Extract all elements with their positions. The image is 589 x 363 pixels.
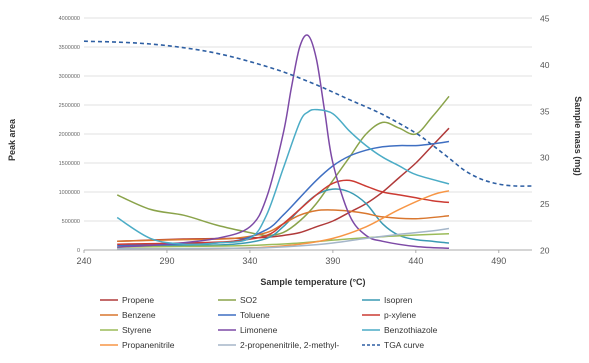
legend-label: Benzene (122, 310, 156, 320)
legend-label: Benzothiazole (384, 325, 438, 335)
y-tick-label: 500000 (62, 219, 80, 225)
legend-label: SO2 (240, 295, 257, 305)
legend-label: TGA curve (384, 340, 424, 350)
y-tick-label: 2500000 (59, 103, 80, 109)
y-tick-label: 3000000 (59, 74, 80, 80)
legend-label: Propanenitrile (122, 340, 175, 350)
y2-tick-label: 40 (540, 60, 550, 70)
legend-label: p-xylene (384, 310, 416, 320)
x-tick-label: 240 (76, 256, 91, 266)
series-line-benzene (117, 209, 450, 243)
x-axis-title: Sample temperature (°C) (260, 277, 365, 287)
series-line-so2 (116, 95, 450, 237)
y2-tick-label: 30 (540, 153, 550, 163)
y2-axis-title: Sample mass (mg) (573, 96, 583, 176)
x-tick-label: 490 (491, 256, 506, 266)
grid-layer (84, 17, 532, 251)
series-line-2-propenenitrile-2-methyl (117, 227, 450, 250)
series-line-benzothiazole (116, 108, 450, 246)
legend-label: Limonene (240, 325, 278, 335)
legend-label: Toluene (240, 310, 270, 320)
series-layer (83, 34, 533, 250)
legend-label: 2-propenenitrile, 2-methyl- (240, 340, 339, 350)
x-tick-label: 290 (159, 256, 174, 266)
series-line-isopren (117, 188, 450, 248)
legend-label: Styrene (122, 325, 152, 335)
y2-tick-label: 35 (540, 106, 550, 116)
x-tick-label: 440 (408, 256, 423, 266)
y2-tick-label: 25 (540, 199, 550, 209)
x-tick-label: 340 (242, 256, 257, 266)
y-tick-label: 3500000 (59, 45, 80, 51)
legend-label: Isopren (384, 295, 413, 305)
y-tick-label: 4000000 (59, 16, 80, 22)
legend-label: Propene (122, 295, 154, 305)
y-tick-label: 1500000 (59, 161, 80, 167)
axes-layer: 0 500000 1000000 1500000 2000000 2500000 30000… (59, 14, 550, 267)
y-tick-label: 1000000 (59, 190, 80, 196)
y-axis-title: Peak area (7, 118, 17, 161)
y-tick-label: 0 (77, 248, 80, 254)
x-tick-label: 390 (325, 256, 340, 266)
y2-tick-label: 20 (540, 246, 550, 256)
y2-tick-label: 45 (540, 14, 550, 24)
y-tick-label: 2000000 (59, 132, 80, 138)
legend: Propene SO2 Isopren Benzene Toluene p-xylene S… (100, 295, 438, 350)
